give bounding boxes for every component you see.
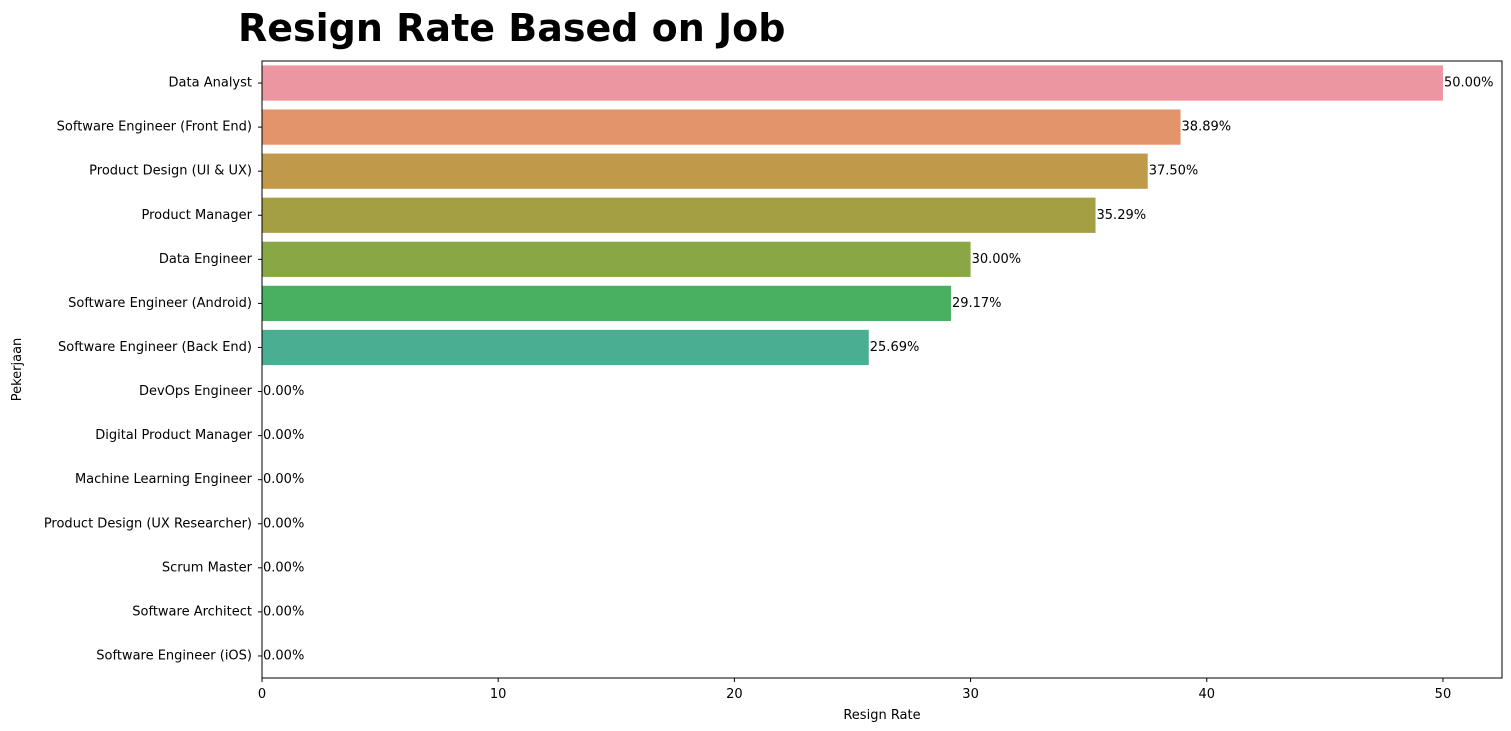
y-axis-label: Pekerjaan: [10, 338, 25, 402]
bar: [262, 65, 1443, 101]
bar-value-label: 29.17%: [952, 296, 1002, 311]
y-tick-label: Software Engineer (iOS): [96, 648, 252, 663]
y-tick-label: Software Engineer (Front End): [57, 120, 252, 135]
bar: [262, 153, 1148, 189]
bar-value-label: 50.00%: [1444, 76, 1494, 91]
bar-value-label: 0.00%: [263, 604, 304, 619]
bar: [262, 197, 1096, 233]
x-tick-label: 0: [258, 687, 266, 702]
bar-value-label: 37.50%: [1149, 164, 1199, 179]
chart-title: Resign Rate Based on Job: [238, 6, 786, 50]
y-tick-label: DevOps Engineer: [139, 384, 253, 399]
bar-value-label: 0.00%: [263, 428, 304, 443]
bar-value-label: 0.00%: [263, 648, 304, 663]
y-axis-ticks: Data Analyst Software Engineer (Front End…: [44, 76, 262, 663]
x-tick-label: 10: [490, 687, 507, 702]
y-tick-label: Software Engineer (Android): [68, 296, 252, 311]
y-tick-label: Product Design (UI & UX): [89, 164, 252, 179]
bar-value-label: 0.00%: [263, 472, 304, 487]
y-tick-label: Product Design (UX Researcher): [44, 516, 252, 531]
bar-value-label: 0.00%: [263, 516, 304, 531]
x-tick-label: 20: [726, 687, 743, 702]
x-tick-label: 40: [1198, 687, 1215, 702]
bar-value-label: 35.29%: [1097, 208, 1147, 223]
plot-frame: [261, 60, 1503, 679]
x-axis-label: Resign Rate: [843, 708, 920, 723]
bar: [262, 109, 1181, 145]
y-tick-label: Software Architect: [132, 604, 252, 619]
x-tick-label: 30: [962, 687, 979, 702]
y-tick-label: Software Engineer (Back End): [58, 340, 252, 355]
y-tick-label: Digital Product Manager: [95, 428, 252, 443]
y-tick-label: Data Engineer: [159, 252, 253, 267]
x-tick-label: 50: [1435, 687, 1452, 702]
y-tick-label: Data Analyst: [169, 76, 252, 91]
bar-value-label: 0.00%: [263, 560, 304, 575]
bar-value-label: 30.00%: [972, 252, 1022, 267]
bar: [262, 241, 971, 277]
bar-value-label: 38.89%: [1182, 120, 1232, 135]
y-tick-label: Machine Learning Engineer: [75, 472, 253, 487]
data-labels-group: 50.00% 38.89% 37.50% 35.29% 30.00% 29.17% 25.6…: [263, 76, 1494, 664]
y-tick-label: Product Manager: [142, 208, 253, 223]
bar: [262, 285, 951, 322]
bar: [262, 329, 869, 366]
bars-group: [262, 65, 1443, 366]
y-tick-label: Scrum Master: [162, 560, 253, 575]
bar-value-label: 25.69%: [870, 340, 920, 355]
x-axis-ticks: 0 10 20 30 40 50: [258, 678, 1451, 702]
bar-value-label: 0.00%: [263, 384, 304, 399]
